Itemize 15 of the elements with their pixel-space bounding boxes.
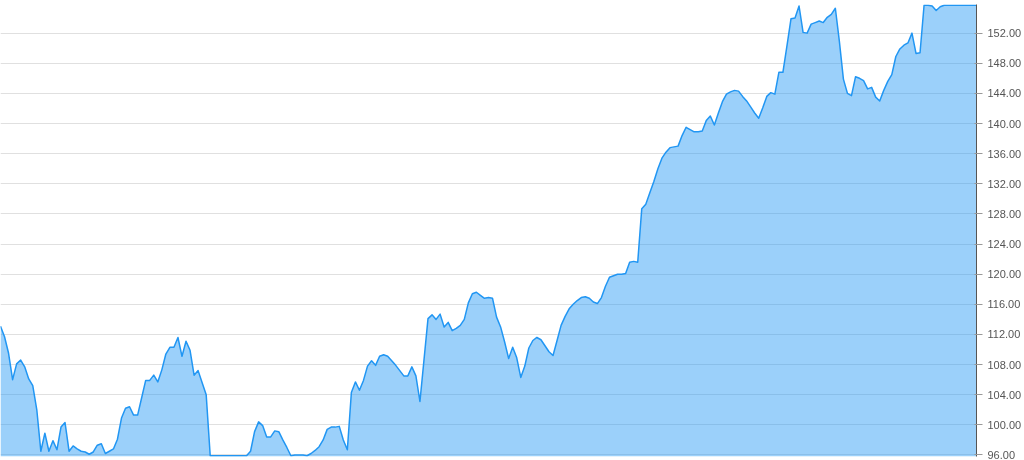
y-tick-label: 132.00: [987, 177, 1022, 190]
y-tick-label: 100.00: [987, 418, 1022, 431]
y-tick-label: 108.00: [987, 358, 1022, 371]
y-tick-label: 152.00: [987, 27, 1022, 40]
y-tick-label: 128.00: [987, 207, 1022, 220]
y-tick-label: 104.00: [987, 388, 1022, 401]
y-tick-label: 116.00: [987, 298, 1021, 311]
y-tick-label: 124.00: [987, 238, 1022, 251]
y-tick-label: 144.00: [987, 87, 1022, 100]
y-tick-label: 96.00: [987, 448, 1016, 460]
y-tick-label: 112.00: [987, 328, 1021, 341]
y-tick-label: 120.00: [987, 268, 1022, 281]
y-tick-label: 140.00: [987, 117, 1022, 130]
y-tick-label: 136.00: [987, 147, 1022, 160]
y-tick-label: 148.00: [987, 57, 1022, 70]
